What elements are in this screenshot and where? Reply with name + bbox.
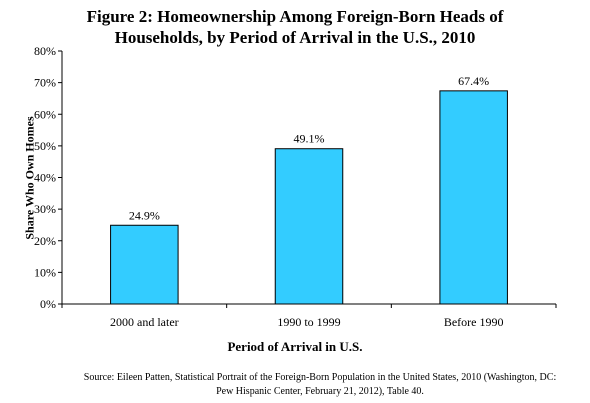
x-tick-label: 2000 and later bbox=[110, 315, 179, 329]
y-tick-label: 40% bbox=[34, 171, 56, 185]
y-tick-label: 60% bbox=[34, 107, 56, 121]
chart-title-line-2: Households, by Period of Arrival in the … bbox=[114, 28, 476, 47]
source-line-2: Pew Hispanic Center, February 21, 2012),… bbox=[216, 386, 424, 397]
y-axis-label: Share Who Own Homes bbox=[22, 116, 37, 240]
bar-data-label: 67.4% bbox=[458, 74, 489, 88]
y-tick-label: 50% bbox=[34, 139, 56, 153]
y-tick-label: 30% bbox=[34, 202, 56, 216]
bar bbox=[274, 148, 344, 305]
x-axis-label: Period of Arrival in U.S. bbox=[227, 339, 363, 354]
bar bbox=[110, 224, 179, 305]
chart-title-line-1: Figure 2: Homeownership Among Foreign-Bo… bbox=[86, 7, 504, 26]
bar-data-label: 49.1% bbox=[294, 132, 325, 146]
bar-data-label: 24.9% bbox=[129, 208, 160, 222]
source-line-1: Source: Eileen Patten, Statistical Portr… bbox=[83, 372, 557, 383]
y-tick-label: 70% bbox=[34, 76, 56, 90]
y-tick-label: 10% bbox=[34, 265, 56, 279]
x-tick-label: Before 1990 bbox=[444, 315, 504, 329]
chart-title: Figure 2: Homeownership Among Foreign-Bo… bbox=[0, 6, 590, 48]
source-note: Source: Eileen Patten, Statistical Portr… bbox=[60, 371, 580, 399]
y-tick-label: 0% bbox=[40, 297, 56, 311]
x-tick-label: 1990 to 1999 bbox=[277, 315, 340, 329]
y-tick-label: 20% bbox=[34, 234, 56, 248]
bar bbox=[439, 90, 508, 305]
y-tick-label: 80% bbox=[34, 44, 56, 58]
